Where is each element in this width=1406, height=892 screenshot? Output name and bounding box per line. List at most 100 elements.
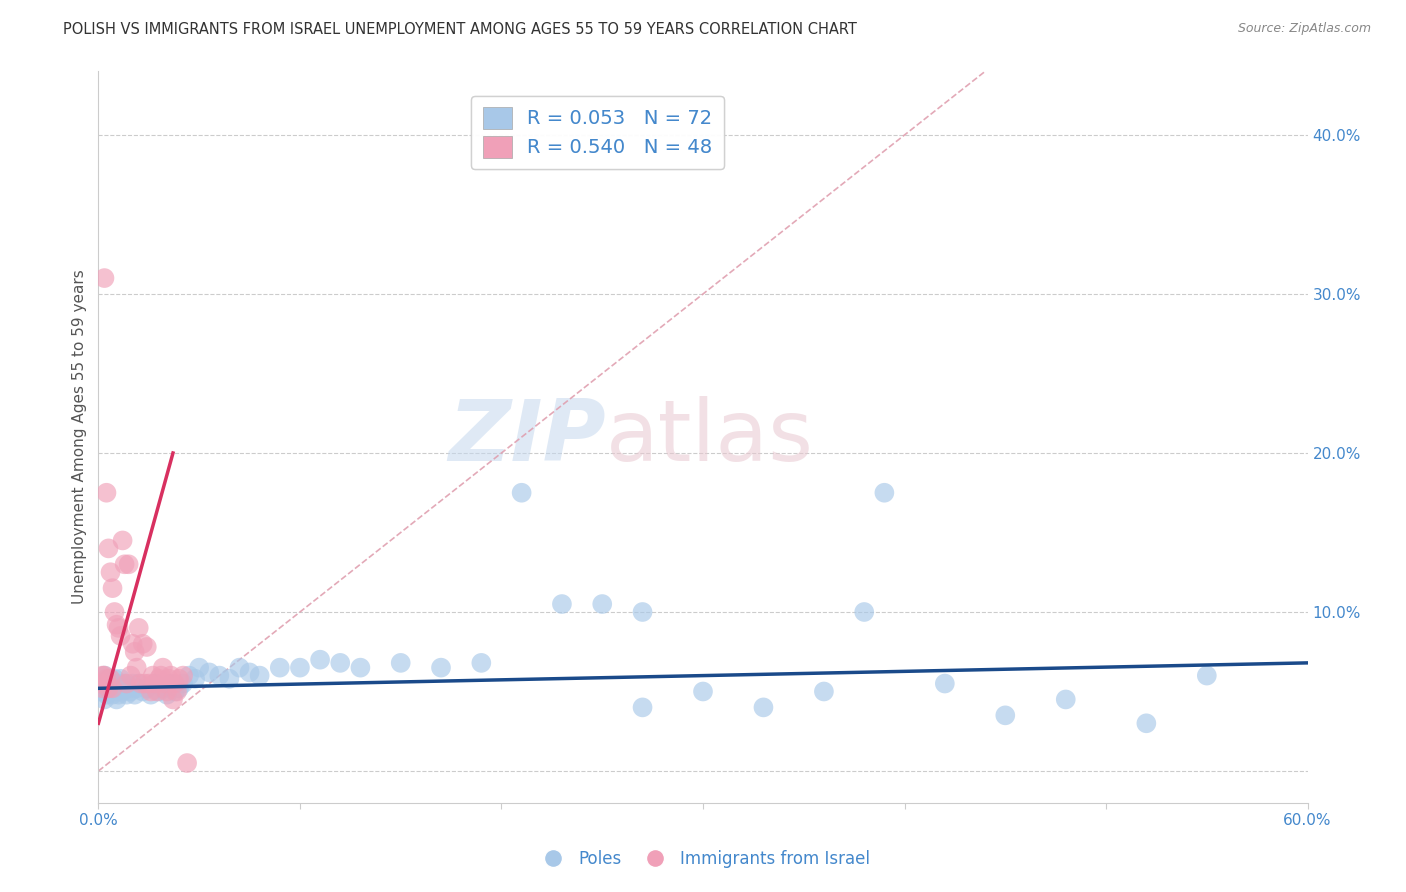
Point: [93, 668, 115, 682]
Point: [101, 581, 124, 595]
Point: [103, 605, 125, 619]
Point: [208, 668, 231, 682]
Point: [110, 629, 132, 643]
Point: [125, 681, 148, 696]
Point: [107, 688, 129, 702]
Point: [994, 708, 1017, 723]
Point: [172, 676, 194, 690]
Point: [143, 676, 166, 690]
Point: [121, 676, 143, 690]
Point: [128, 621, 150, 635]
Legend: R = 0.053   N = 72, R = 0.540   N = 48: R = 0.053 N = 72, R = 0.540 N = 48: [471, 95, 724, 169]
Point: [162, 692, 184, 706]
Point: [93, 668, 115, 682]
Point: [172, 668, 194, 682]
Point: [103, 672, 125, 686]
Point: [105, 684, 128, 698]
Text: POLISH VS IMMIGRANTS FROM ISRAEL UNEMPLOYMENT AMONG AGES 55 TO 59 YEARS CORRELAT: POLISH VS IMMIGRANTS FROM ISRAEL UNEMPLO…: [63, 22, 858, 37]
Point: [551, 597, 574, 611]
Legend: Poles, Immigrants from Israel: Poles, Immigrants from Israel: [530, 844, 876, 875]
Point: [89, 676, 111, 690]
Point: [110, 672, 132, 686]
Point: [156, 684, 179, 698]
Point: [89, 676, 111, 690]
Point: [138, 676, 160, 690]
Point: [163, 684, 186, 698]
Point: [111, 684, 134, 698]
Point: [125, 660, 148, 674]
Point: [96, 676, 118, 690]
Point: [114, 558, 136, 572]
Point: [110, 681, 132, 696]
Point: [115, 676, 138, 690]
Point: [111, 533, 134, 548]
Point: [146, 684, 169, 698]
Point: [591, 597, 613, 611]
Point: [100, 672, 122, 686]
Point: [124, 645, 146, 659]
Point: [228, 660, 250, 674]
Point: [752, 700, 775, 714]
Point: [153, 676, 176, 690]
Point: [135, 681, 157, 696]
Point: [118, 558, 141, 572]
Point: [143, 676, 166, 690]
Point: [121, 637, 143, 651]
Point: [249, 668, 271, 682]
Point: [470, 656, 492, 670]
Point: [269, 660, 291, 674]
Point: [132, 684, 155, 698]
Point: [148, 672, 170, 686]
Point: [93, 692, 115, 706]
Point: [288, 660, 311, 674]
Text: Source: ZipAtlas.com: Source: ZipAtlas.com: [1237, 22, 1371, 36]
Point: [101, 681, 124, 696]
Point: [157, 672, 180, 686]
Point: [101, 688, 124, 702]
Point: [631, 605, 654, 619]
Point: [176, 756, 198, 770]
Point: [389, 656, 412, 670]
Point: [163, 676, 186, 690]
Point: [631, 700, 654, 714]
Point: [107, 676, 129, 690]
Point: [103, 681, 125, 696]
Point: [160, 668, 183, 682]
Point: [134, 676, 156, 690]
Point: [135, 640, 157, 654]
Point: [813, 684, 835, 698]
Point: [167, 681, 190, 696]
Point: [115, 688, 138, 702]
Point: [97, 681, 120, 696]
Point: [120, 684, 142, 698]
Point: [101, 676, 124, 690]
Point: [218, 672, 240, 686]
Point: [179, 668, 201, 682]
Point: [149, 668, 172, 682]
Point: [91, 684, 114, 698]
Point: [166, 684, 188, 698]
Point: [853, 605, 876, 619]
Text: atlas: atlas: [606, 395, 814, 479]
Point: [91, 681, 114, 696]
Point: [105, 692, 128, 706]
Point: [142, 668, 165, 682]
Point: [349, 660, 371, 674]
Point: [430, 660, 453, 674]
Point: [118, 681, 141, 696]
Point: [114, 676, 136, 690]
Point: [510, 485, 533, 500]
Point: [97, 672, 120, 686]
Point: [91, 668, 114, 682]
Point: [152, 660, 174, 674]
Point: [329, 656, 352, 670]
Point: [107, 621, 129, 635]
Point: [100, 566, 122, 580]
Point: [105, 617, 128, 632]
Point: [239, 665, 262, 680]
Point: [100, 680, 122, 694]
Point: [167, 672, 190, 686]
Point: [96, 688, 118, 702]
Y-axis label: Unemployment Among Ages 55 to 59 years: Unemployment Among Ages 55 to 59 years: [72, 269, 87, 605]
Point: [156, 688, 179, 702]
